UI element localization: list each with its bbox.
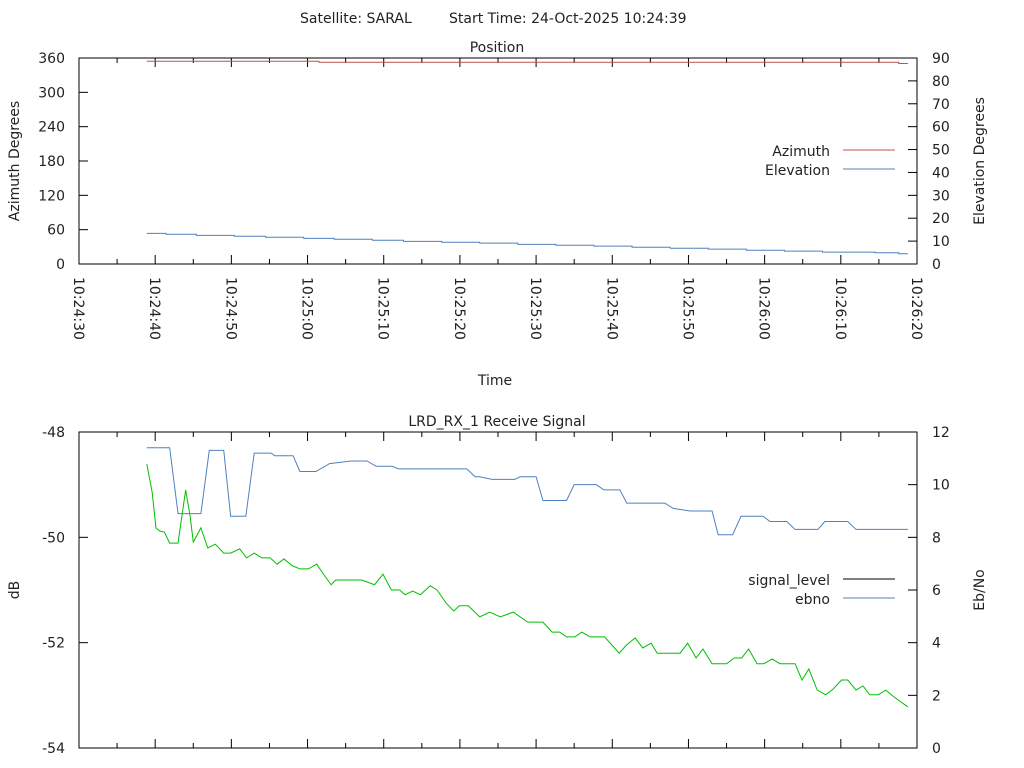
position-y2-tick-label: 50	[932, 143, 950, 159]
position-xlabel: Time	[477, 373, 512, 389]
position-y-tick-label: 300	[38, 85, 65, 101]
signal-y2-tick-label: 4	[932, 636, 941, 652]
position-x-tick-label: 10:25:20	[451, 277, 467, 340]
signal-y2-tick-label: 0	[932, 741, 941, 757]
position-x-tick-label: 10:25:00	[299, 277, 315, 340]
position-title: Position	[470, 40, 525, 56]
position-x-tick-label: 10:26:10	[832, 277, 848, 340]
position-y2-tick-label: 60	[932, 120, 950, 136]
position-y2-tick-label: 70	[932, 97, 950, 113]
signal-y-tick-label: -50	[42, 530, 65, 546]
position-y2-tick-label: 20	[932, 211, 950, 227]
position-y-tick-label: 360	[38, 51, 65, 67]
header-satellite: Satellite: SARAL	[300, 11, 412, 27]
signal-series-signal-level	[146, 464, 909, 708]
signal-y-tick-label: -48	[42, 425, 65, 441]
position-y2-tick-label: 30	[932, 188, 950, 204]
signal-y2-tick-label: 8	[932, 530, 941, 546]
signal-y2label: Eb/No	[972, 569, 988, 611]
position-x-tick-label: 10:25:40	[603, 277, 619, 340]
position-series-elevation	[146, 232, 908, 255]
position-y2label: Elevation Degrees	[972, 97, 988, 225]
signal-y2-tick-label: 2	[932, 688, 941, 704]
signal-y2-tick-label: 6	[932, 583, 941, 599]
position-series-azimuth	[146, 60, 908, 64]
position-x-tick-label: 10:24:40	[146, 277, 162, 340]
signal-ylabel: dB	[7, 581, 23, 600]
signal-y2-tick-label: 12	[932, 425, 950, 441]
position-y-tick-label: 0	[56, 257, 65, 273]
position-y-tick-label: 240	[38, 120, 65, 136]
position-y2-tick-label: 0	[932, 257, 941, 273]
position-y-tick-label: 180	[38, 154, 65, 170]
position-y-tick-label: 60	[47, 223, 65, 239]
position-y2-tick-label: 90	[932, 51, 950, 67]
position-x-tick-label: 10:24:30	[70, 277, 86, 340]
legend-azimuth-label: Azimuth	[772, 144, 830, 160]
signal-series-ebno	[146, 447, 908, 536]
position-y2-tick-label: 80	[932, 74, 950, 90]
position-x-tick-label: 10:25:50	[679, 277, 695, 340]
position-x-tick-label: 10:25:10	[375, 277, 391, 340]
position-ylabel: Azimuth Degrees	[7, 101, 23, 221]
signal-title: LRD_RX_1 Receive Signal	[408, 414, 585, 430]
position-y-tick-label: 120	[38, 188, 65, 204]
position-x-tick-label: 10:25:30	[527, 277, 543, 340]
legend-ebno-label: ebno	[795, 592, 830, 608]
position-plot-border	[78, 57, 918, 265]
position-x-tick-label: 10:26:20	[908, 277, 924, 340]
position-y2-tick-label: 10	[932, 234, 950, 250]
position-x-tick-label: 10:24:50	[222, 277, 238, 340]
position-x-tick-label: 10:26:00	[756, 277, 772, 340]
legend-elevation-label: Elevation	[765, 163, 830, 179]
signal-y-tick-label: -54	[42, 741, 65, 757]
signal-y-tick-label: -52	[42, 636, 65, 652]
header-start-time: Start Time: 24-Oct-2025 10:24:39	[449, 11, 687, 27]
signal-y2-tick-label: 10	[932, 478, 950, 494]
position-y2-tick-label: 40	[932, 165, 950, 181]
legend-signal-level-label: signal_level	[748, 573, 830, 589]
